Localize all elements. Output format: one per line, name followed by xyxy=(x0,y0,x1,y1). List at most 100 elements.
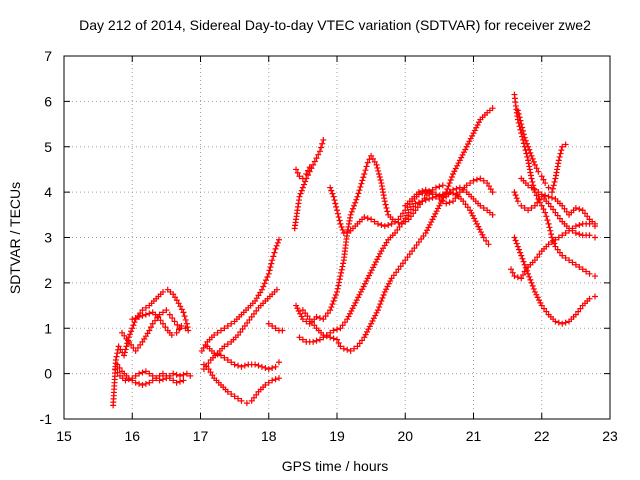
data-point xyxy=(420,232,427,239)
data-point xyxy=(337,273,344,280)
data-point xyxy=(130,322,137,329)
data-point xyxy=(315,151,322,158)
data-point xyxy=(235,332,242,339)
data-point xyxy=(531,288,538,295)
data-point xyxy=(301,181,308,188)
data-point xyxy=(205,360,212,367)
data-point xyxy=(436,183,443,190)
data-point xyxy=(372,312,379,319)
data-point xyxy=(248,397,255,404)
data-point xyxy=(374,220,381,227)
data-point xyxy=(354,343,361,350)
data-point xyxy=(586,295,593,302)
data-point xyxy=(119,329,126,336)
data-point xyxy=(540,176,547,183)
data-point xyxy=(231,361,238,368)
data-point xyxy=(180,377,187,384)
data-point xyxy=(338,223,345,230)
data-point xyxy=(344,316,351,323)
data-point xyxy=(302,178,309,185)
data-point xyxy=(550,206,557,213)
data-point xyxy=(295,308,302,315)
data-point xyxy=(376,250,383,257)
data-point xyxy=(555,157,562,164)
data-point xyxy=(329,301,336,308)
data-point xyxy=(313,337,320,344)
y-tick-label: 6 xyxy=(44,93,52,109)
data-point xyxy=(432,210,439,217)
data-point xyxy=(345,313,352,320)
data-point xyxy=(274,239,281,246)
data-point xyxy=(381,288,388,295)
data-point xyxy=(556,249,563,256)
x-tick-label: 21 xyxy=(466,428,482,444)
data-point xyxy=(269,257,276,264)
data-point xyxy=(310,161,317,168)
data-point xyxy=(424,227,431,234)
data-point xyxy=(318,144,325,151)
data-point xyxy=(569,225,576,232)
data-point xyxy=(348,308,355,315)
data-point xyxy=(224,322,231,329)
data-point xyxy=(586,270,593,277)
data-point xyxy=(173,297,180,304)
data-point xyxy=(235,395,242,402)
series-trace-9 xyxy=(204,343,282,373)
data-point xyxy=(224,388,231,395)
data-point xyxy=(362,167,369,174)
data-point xyxy=(558,147,565,154)
data-point xyxy=(359,286,366,293)
data-point xyxy=(182,316,189,323)
data-point xyxy=(338,269,345,276)
series-trace-14 xyxy=(296,189,492,345)
data-point xyxy=(313,155,320,162)
data-point xyxy=(374,307,381,314)
data-point xyxy=(552,318,559,325)
data-point xyxy=(379,295,386,301)
data-point xyxy=(341,319,348,326)
data-point xyxy=(528,205,535,212)
data-point xyxy=(311,322,318,329)
data-point xyxy=(357,183,364,190)
data-point xyxy=(526,273,533,280)
data-point xyxy=(489,211,496,218)
data-point xyxy=(365,326,372,333)
data-point xyxy=(525,207,532,214)
data-point xyxy=(468,209,475,216)
data-point xyxy=(128,328,135,335)
data-point xyxy=(299,336,306,343)
data-point xyxy=(473,220,480,227)
data-point xyxy=(480,205,487,212)
data-point xyxy=(142,311,149,318)
data-point xyxy=(528,175,535,182)
data-point xyxy=(221,354,228,361)
data-point xyxy=(334,207,340,214)
data-point xyxy=(456,157,463,164)
data-point xyxy=(136,380,143,387)
data-point xyxy=(369,155,376,162)
data-point xyxy=(366,272,373,279)
data-point xyxy=(327,334,334,341)
data-point xyxy=(444,186,451,193)
data-point xyxy=(371,218,378,225)
data-point xyxy=(198,347,205,354)
data-point xyxy=(258,286,265,293)
data-point xyxy=(358,180,365,187)
data-point xyxy=(562,254,569,261)
data-point xyxy=(543,308,550,315)
data-point xyxy=(149,320,156,327)
data-point xyxy=(355,294,362,301)
data-point xyxy=(348,208,355,215)
data-point xyxy=(125,375,132,382)
data-point xyxy=(426,221,433,228)
data-point xyxy=(172,294,179,301)
data-point xyxy=(356,187,363,194)
data-point xyxy=(360,174,367,181)
data-point xyxy=(518,275,525,282)
data-point xyxy=(267,263,274,270)
data-point xyxy=(364,215,371,222)
data-point xyxy=(266,267,273,274)
data-point xyxy=(302,310,309,317)
data-point xyxy=(262,364,269,371)
data-point xyxy=(279,327,286,334)
